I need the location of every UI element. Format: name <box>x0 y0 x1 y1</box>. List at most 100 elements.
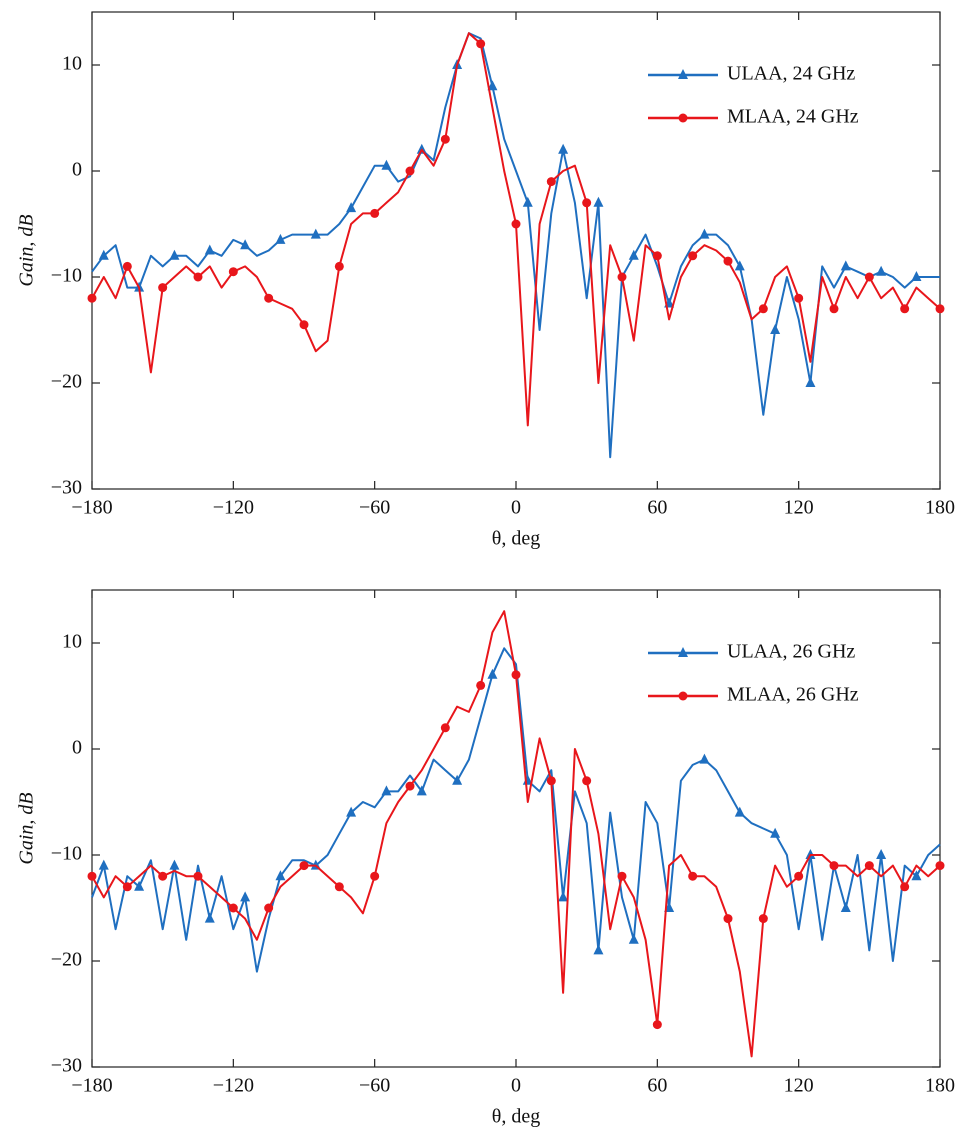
marker <box>770 324 781 334</box>
marker <box>758 914 768 924</box>
marker <box>158 283 168 293</box>
x-tick-label: −180 <box>71 497 112 519</box>
marker <box>87 871 97 881</box>
marker <box>840 260 851 271</box>
marker <box>381 159 392 170</box>
marker <box>829 861 839 871</box>
marker <box>416 785 427 796</box>
marker <box>900 882 910 892</box>
marker <box>476 680 486 690</box>
marker <box>840 902 851 912</box>
y-tick-label: −10 <box>51 265 82 287</box>
marker <box>734 806 745 817</box>
marker <box>158 871 168 881</box>
marker <box>275 233 286 244</box>
marker <box>805 377 816 387</box>
marker <box>864 272 874 282</box>
marker <box>193 871 203 881</box>
chart: −180 −120 −60 0 60 120 180 −30 −20 −10 0 10 θ, deg Ga… <box>16 11 955 550</box>
marker <box>310 228 321 239</box>
marker <box>169 249 180 260</box>
marker <box>122 882 132 892</box>
x-tick-label: 180 <box>925 497 955 519</box>
x-tick-label: 180 <box>925 1075 955 1097</box>
marker <box>370 871 380 881</box>
marker <box>370 208 380 218</box>
marker <box>900 304 910 314</box>
marker <box>381 785 392 796</box>
marker <box>935 304 945 314</box>
marker <box>98 249 109 260</box>
y-tick-label: 0 <box>72 737 82 759</box>
marker <box>476 39 486 49</box>
marker <box>935 861 945 871</box>
x-tick-label: 60 <box>647 497 667 519</box>
marker <box>558 891 569 902</box>
marker <box>228 903 238 913</box>
marker <box>452 774 463 785</box>
marker <box>334 261 344 271</box>
legend-label: ULAA, 26 GHz <box>727 641 855 663</box>
marker <box>794 293 804 303</box>
x-tick-label: −180 <box>71 1075 112 1097</box>
marker <box>770 827 781 838</box>
marker <box>911 870 922 881</box>
x-tick-label: 0 <box>511 497 521 519</box>
marker <box>405 781 415 791</box>
marker <box>593 944 604 955</box>
marker <box>334 882 344 892</box>
series-line <box>91 32 940 459</box>
marker <box>652 1020 662 1030</box>
y-tick-label: −10 <box>51 843 82 865</box>
marker <box>864 861 874 871</box>
y-axis-label: Gain, dB <box>16 214 38 286</box>
legend-label: MLAA, 24 GHz <box>727 106 859 128</box>
chart: −180 −120 −60 0 60 120 180 −30 −20 −10 0 10 θ, deg Ga… <box>16 589 955 1128</box>
marker <box>275 870 286 881</box>
x-tick-label: −60 <box>359 1075 390 1097</box>
marker <box>169 859 180 870</box>
marker <box>582 198 592 208</box>
marker <box>511 219 521 229</box>
marker <box>487 80 498 91</box>
legend-label: MLAA, 26 GHz <box>727 684 859 706</box>
marker <box>122 261 132 271</box>
x-tick-label: 120 <box>784 1075 814 1097</box>
x-axis-label: θ, deg <box>492 528 540 550</box>
marker <box>134 880 145 891</box>
marker <box>546 177 556 187</box>
marker <box>511 670 521 680</box>
y-tick-label: −30 <box>51 1055 82 1077</box>
y-tick-label: 0 <box>72 159 82 181</box>
x-tick-label: −60 <box>359 497 390 519</box>
marker <box>829 304 839 314</box>
marker <box>617 272 627 282</box>
x-tick-label: 60 <box>647 1075 667 1097</box>
marker <box>794 871 804 881</box>
y-axis-label: Gain, dB <box>16 792 38 864</box>
marker <box>678 69 688 79</box>
marker <box>723 914 733 924</box>
marker <box>582 776 592 786</box>
y-tick-label: 10 <box>62 631 82 653</box>
marker <box>678 113 688 123</box>
marker <box>346 202 357 213</box>
marker <box>699 753 710 764</box>
x-axis-label: θ, deg <box>492 1106 540 1128</box>
marker <box>87 293 97 303</box>
x-tick-label: 0 <box>511 1075 521 1097</box>
marker <box>688 251 698 261</box>
marker <box>593 196 604 207</box>
legend-label: ULAA, 24 GHz <box>727 63 855 85</box>
marker <box>699 228 710 239</box>
marker <box>264 903 274 913</box>
marker <box>204 244 215 255</box>
marker <box>628 933 639 944</box>
marker <box>440 134 450 144</box>
marker <box>416 143 427 154</box>
y-tick-label: −30 <box>51 477 82 499</box>
marker <box>440 723 450 733</box>
marker <box>617 871 627 881</box>
